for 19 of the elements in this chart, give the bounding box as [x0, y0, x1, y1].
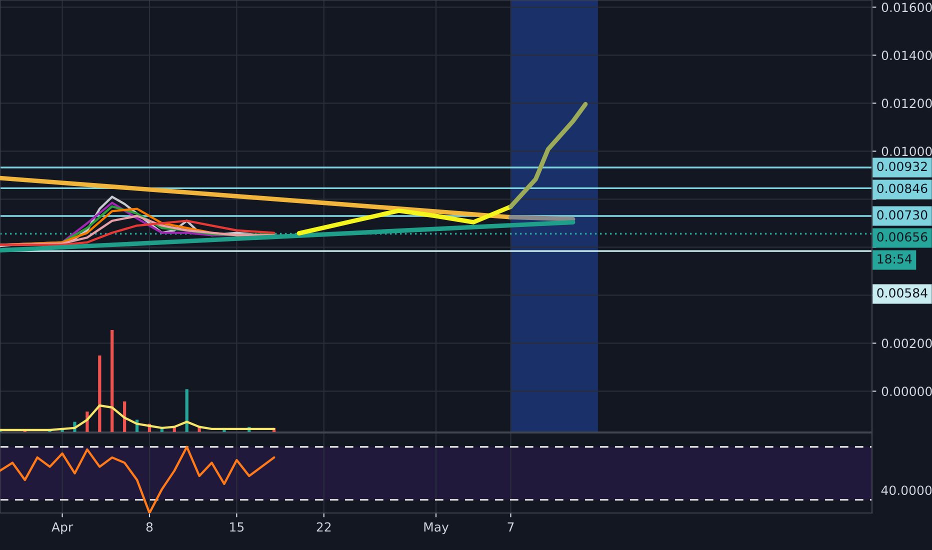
y-tick-label: 0.00000	[882, 386, 932, 396]
text: 18:54	[878, 254, 912, 264]
x-tick-label: May	[424, 522, 449, 534]
x-tick-label: Apr	[52, 522, 74, 534]
x-tick-label: 8	[146, 522, 153, 532]
y-tick-label: 0.00200	[882, 338, 932, 348]
ref-line-label: 0.00730	[877, 210, 928, 220]
ref-line-label: 0.00584	[877, 288, 928, 298]
y-tick-label: 0.01000	[882, 146, 932, 156]
y-tick-label: 0.01200	[882, 98, 932, 108]
x-tick-label: 7	[508, 522, 514, 532]
x-tick-label: 22	[316, 522, 331, 532]
ref-line-label: 0.00932	[877, 162, 927, 172]
x-tick-label: 15	[230, 522, 244, 532]
ref-line-label: 0.00846	[877, 184, 928, 194]
ref-line-label: 0.00656	[877, 232, 928, 242]
y-tick-label: 0.01400	[882, 50, 932, 60]
text: 40.0000	[881, 486, 932, 496]
y-tick-label: 0.01600	[882, 2, 932, 12]
